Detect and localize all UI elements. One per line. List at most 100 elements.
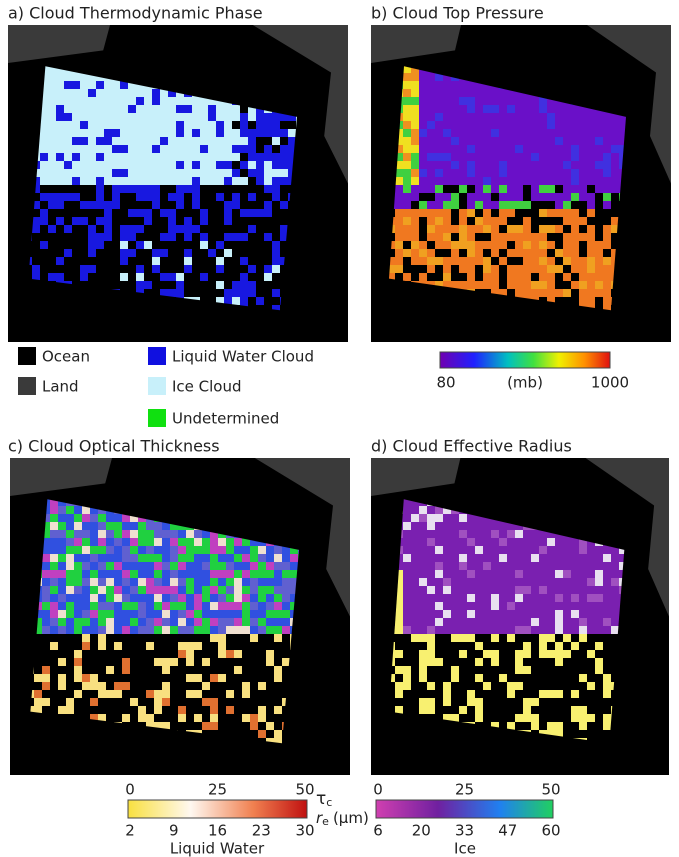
pixel <box>507 602 515 610</box>
pixel <box>427 137 435 145</box>
pixel <box>491 201 499 209</box>
pixel <box>40 161 48 169</box>
pixel <box>234 538 242 546</box>
pixel <box>176 161 184 169</box>
pixel <box>146 554 154 562</box>
pixel <box>523 530 531 538</box>
pixel <box>48 129 56 137</box>
pixel <box>96 97 104 105</box>
pixel <box>403 161 411 169</box>
pixel <box>531 137 539 145</box>
pixel <box>288 129 296 137</box>
pixel <box>224 177 232 185</box>
pixel <box>603 137 611 145</box>
pixel <box>160 145 168 153</box>
pixel <box>232 289 240 297</box>
pixel <box>539 690 547 698</box>
pixel <box>443 522 451 530</box>
pixel <box>427 530 435 538</box>
pixel <box>80 145 88 153</box>
pixel <box>154 586 162 594</box>
pixel <box>232 169 240 177</box>
pixel <box>603 145 611 153</box>
pixel <box>200 209 208 217</box>
pixel <box>168 153 176 161</box>
pixel <box>66 618 74 626</box>
pixel <box>483 97 491 105</box>
pixel <box>611 153 619 161</box>
pixel <box>120 97 128 105</box>
pixel <box>475 642 483 650</box>
pixel <box>411 626 419 634</box>
pixel <box>138 594 146 602</box>
pixel <box>162 594 170 602</box>
pixel <box>202 658 210 666</box>
pixel <box>192 225 200 233</box>
pixel <box>563 209 571 217</box>
pixel <box>122 554 130 562</box>
pixel <box>571 121 579 129</box>
pixel <box>499 538 507 546</box>
pixel <box>74 666 82 674</box>
pixel <box>579 257 587 265</box>
pixel <box>403 626 411 634</box>
pixel <box>74 554 82 562</box>
pixel <box>555 594 563 602</box>
pixel <box>104 217 112 225</box>
pixel <box>483 530 491 538</box>
pixel <box>419 594 427 602</box>
pixel <box>98 586 106 594</box>
pixel <box>138 578 146 586</box>
pixel <box>507 129 515 137</box>
pixel <box>90 674 98 682</box>
pixel <box>443 570 451 578</box>
pixel <box>104 209 112 217</box>
pixel <box>202 570 210 578</box>
pixel <box>475 618 483 626</box>
pixel <box>563 546 571 554</box>
pixel <box>451 538 459 546</box>
pixel <box>224 129 232 137</box>
pixel <box>64 145 72 153</box>
pixel <box>403 225 411 233</box>
pixel <box>467 273 475 281</box>
pixel <box>499 177 507 185</box>
pixel <box>104 225 112 233</box>
pixel <box>603 169 611 177</box>
pixel <box>523 225 531 233</box>
pixel <box>419 273 427 281</box>
pixel <box>218 634 226 642</box>
pixel <box>106 514 114 522</box>
pixel <box>258 618 266 626</box>
pixel <box>88 201 96 209</box>
pixel <box>282 618 290 626</box>
pixel <box>280 145 288 153</box>
pixel <box>555 626 563 634</box>
pixel <box>531 145 539 153</box>
pixel <box>483 177 491 185</box>
pixel <box>571 249 579 257</box>
pixel <box>258 706 266 714</box>
pixel <box>202 618 210 626</box>
pixel <box>427 514 435 522</box>
pixel <box>120 105 128 113</box>
pixel <box>242 578 250 586</box>
pixel <box>499 129 507 137</box>
pixel <box>499 161 507 169</box>
pixel <box>435 602 443 610</box>
pixel <box>264 209 272 217</box>
pixel <box>507 193 515 201</box>
pixel <box>144 129 152 137</box>
pixel <box>547 121 555 129</box>
pixel <box>587 177 595 185</box>
pixel <box>208 129 216 137</box>
pixel <box>435 257 443 265</box>
pixel <box>216 169 224 177</box>
pixel <box>523 618 531 626</box>
pixel <box>563 562 571 570</box>
pixel <box>555 265 563 273</box>
pixel <box>176 121 184 129</box>
pixel <box>395 265 403 273</box>
pixel <box>571 714 579 722</box>
pixel <box>483 578 491 586</box>
